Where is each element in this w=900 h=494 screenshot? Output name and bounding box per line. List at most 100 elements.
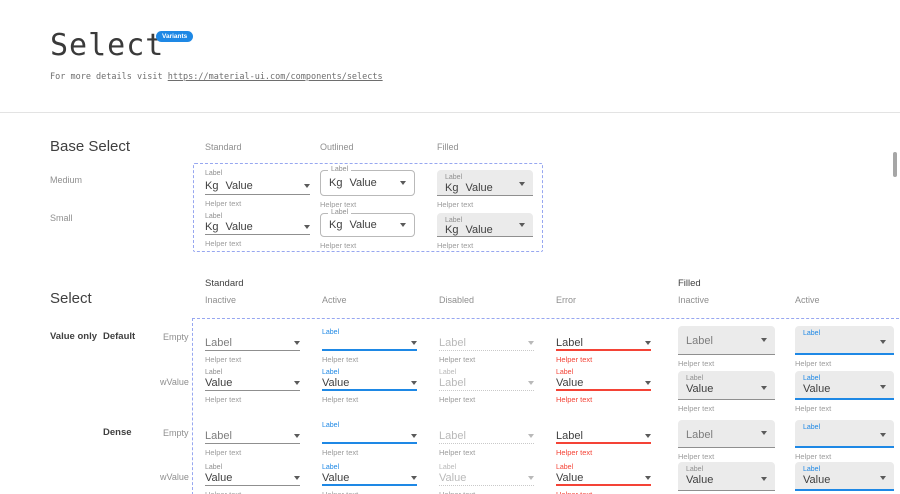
select-control[interactable]: Label Kg Value: [437, 170, 533, 196]
select-control[interactable]: Kg Value: [205, 221, 310, 235]
helper-text: Helper text: [678, 452, 715, 461]
dropdown-arrow-icon: [880, 385, 886, 389]
select-control[interactable]: Label: [205, 430, 300, 444]
dropdown-arrow-icon: [519, 182, 525, 186]
select-value: Value: [322, 376, 350, 389]
helper-text: Helper text: [556, 395, 593, 404]
dropdown-arrow-icon: [411, 433, 417, 438]
variants-badge: Variants: [156, 31, 194, 42]
select-control[interactable]: Value: [556, 376, 651, 391]
select-control[interactable]: Label: [439, 377, 534, 391]
select-control[interactable]: Label Kg Value: [437, 213, 533, 237]
select-value: Value: [686, 474, 714, 486]
base-outlined-medium: Label Kg Value Helper text: [320, 165, 415, 209]
row-header-wvalue: wValue: [160, 377, 189, 387]
select-control[interactable]: Value: [205, 377, 300, 391]
select-filled-active-empty-dense: Label Helper text: [795, 420, 894, 461]
helper-text: Helper text: [795, 359, 832, 368]
select-control[interactable]: Label: [556, 430, 651, 444]
dropdown-arrow-icon: [880, 433, 886, 437]
base-select-heading: Base Select: [50, 138, 131, 155]
helper-text: Helper text: [322, 355, 359, 364]
select-value: Value: [322, 471, 350, 484]
dropdown-arrow-icon: [294, 381, 300, 385]
row-header-small: Small: [50, 213, 73, 223]
helper-text: Helper text: [556, 448, 593, 457]
select-floating-label: Label: [205, 170, 223, 177]
select-control[interactable]: Value: [322, 376, 417, 391]
select-control[interactable]: Label: [678, 326, 775, 355]
select-control[interactable]: Label Value: [795, 371, 894, 400]
helper-text: Helper text: [556, 355, 593, 364]
column-header-standard: Standard: [205, 142, 242, 152]
dropdown-arrow-icon: [304, 183, 310, 188]
helper-text: Helper text: [678, 404, 715, 413]
select-control[interactable]: Label: [678, 420, 775, 448]
select-control[interactable]: Value: [556, 472, 651, 486]
select-control[interactable]: Label Value: [678, 462, 775, 491]
select-placeholder: Label: [686, 428, 713, 441]
select-control[interactable]: Label: [205, 337, 300, 351]
select-standard-disabled-empty: Label Helper text: [439, 326, 534, 364]
helper-text: Helper text: [205, 490, 300, 494]
select-filled-inactive-empty-dense: Label Helper text: [678, 420, 775, 461]
select-control[interactable]: Label: [439, 430, 534, 444]
helper-text: Helper text: [205, 355, 242, 364]
group-header-standard: Standard: [205, 278, 244, 289]
select-states-heading: Select: [50, 290, 92, 307]
helper-text: Helper text: [439, 355, 476, 364]
select-standard-error-value: Label Value Helper text: [556, 366, 651, 404]
select-value: Label: [439, 377, 466, 389]
select-filled-inactive-value: Label Value Helper text: [678, 371, 775, 413]
page-title: Select: [50, 28, 165, 63]
select-floating-label: Label: [445, 174, 463, 181]
vertical-scrollbar-thumb[interactable]: [893, 152, 897, 177]
intro-link[interactable]: https://material-ui.com/components/selec…: [167, 72, 383, 82]
select-control[interactable]: Kg Value: [205, 179, 310, 195]
column-header-disabled: Disabled: [439, 295, 475, 305]
select-control[interactable]: Label: [795, 326, 894, 355]
select-control[interactable]: Value: [439, 472, 534, 486]
select-standard-inactive-value: Label Value Helper text: [205, 366, 300, 404]
helper-text: Helper text: [205, 395, 242, 404]
intro-text: For more details visit https://material-…: [50, 72, 383, 82]
select-control[interactable]: Value: [322, 471, 417, 486]
select-standard-active-empty-dense: Label Helper text: [322, 419, 417, 457]
select-floating-label: Label: [803, 330, 821, 337]
select-value: Value: [205, 377, 233, 389]
select-control[interactable]: Label Value: [795, 462, 894, 491]
helper-text: Helper text: [322, 395, 359, 404]
select-standard-active-empty: Label Helper text: [322, 326, 417, 364]
helper-text: Helper text: [322, 448, 359, 457]
select-placeholder: Label: [686, 335, 713, 347]
select-control[interactable]: [322, 338, 417, 351]
helper-text: Helper text: [437, 200, 474, 209]
helper-text: Helper text: [556, 490, 651, 494]
select-value: Value: [803, 383, 831, 395]
select-control[interactable]: Label: [439, 337, 534, 351]
select-control[interactable]: Label Value: [678, 371, 775, 400]
dropdown-arrow-icon: [880, 476, 886, 480]
select-floating-label: Label: [445, 217, 463, 224]
select-control[interactable]: Label Kg Value: [320, 208, 415, 237]
select-control[interactable]: Label Kg Value: [320, 165, 415, 196]
select-control[interactable]: Value: [205, 472, 300, 486]
select-standard-active-value-dense: Label Value Helper text: [322, 461, 417, 494]
column-header-filled-active: Active: [795, 295, 820, 305]
select-placeholder: Label: [556, 336, 583, 349]
select-placeholder: Label: [205, 430, 232, 442]
helper-text: Helper text: [320, 200, 357, 209]
select-control[interactable]: Label: [556, 336, 651, 351]
dropdown-arrow-icon: [411, 475, 417, 480]
dropdown-arrow-icon: [528, 341, 534, 345]
select-value: Value: [686, 383, 714, 395]
select-placeholder: Label: [439, 337, 466, 349]
dropdown-arrow-icon: [761, 431, 767, 435]
helper-text: Helper text: [439, 490, 534, 494]
select-control[interactable]: [322, 431, 417, 444]
select-floating-label: Label: [322, 369, 340, 376]
column-header-filled: Filled: [437, 142, 459, 152]
select-control[interactable]: Label: [795, 420, 894, 448]
select-standard-inactive-empty-dense: Label Helper text: [205, 419, 300, 457]
select-value: Value: [556, 376, 584, 389]
